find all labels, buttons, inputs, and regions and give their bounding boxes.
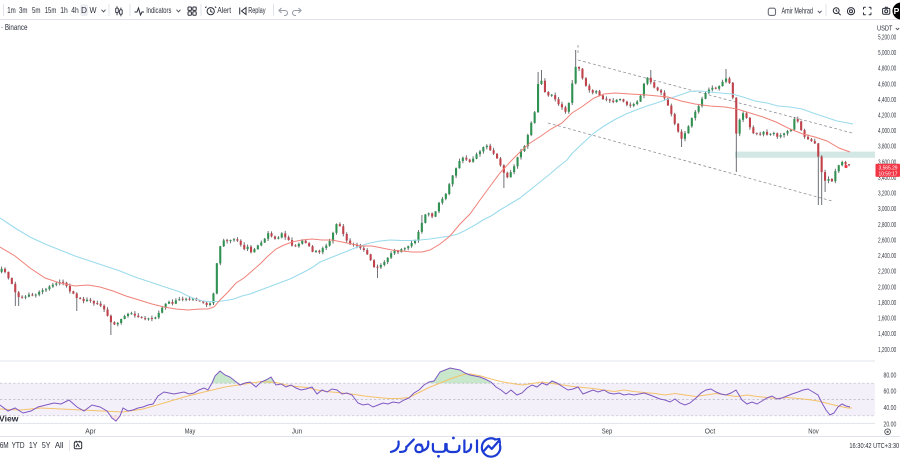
svg-text:View: View — [0, 414, 19, 424]
svg-text:3,200.00: 3,200.00 — [878, 191, 896, 198]
svg-text:Alert: Alert — [217, 5, 231, 15]
svg-text:All: All — [55, 441, 64, 450]
svg-text:40.00: 40.00 — [884, 405, 897, 412]
svg-text:2,600.00: 2,600.00 — [878, 238, 896, 245]
svg-text:5Y: 5Y — [42, 441, 51, 450]
svg-text:60.00: 60.00 — [884, 389, 897, 396]
svg-text:May: May — [185, 429, 196, 436]
svg-text:4,400.00: 4,400.00 — [878, 97, 896, 104]
svg-text:15m: 15m — [45, 5, 57, 15]
svg-text:Jun: Jun — [292, 429, 303, 436]
svg-text:4,200.00: 4,200.00 — [878, 113, 896, 120]
svg-text:Amir Mehrad: Amir Mehrad — [782, 5, 814, 15]
svg-text:1,600.00: 1,600.00 — [878, 316, 896, 323]
svg-text:1Y: 1Y — [29, 441, 38, 450]
svg-text:5m: 5m — [32, 5, 41, 15]
svg-text:2,800.00: 2,800.00 — [878, 222, 896, 229]
svg-text:YTD: YTD — [12, 441, 25, 450]
svg-text:5,200.00: 5,200.00 — [878, 34, 896, 41]
svg-text:2,400.00: 2,400.00 — [878, 253, 896, 260]
svg-text:3,000.00: 3,000.00 — [878, 206, 896, 213]
svg-text:16:30:42 UTC+3:30: 16:30:42 UTC+3:30 — [849, 442, 899, 450]
svg-text:1m: 1m — [7, 5, 16, 15]
svg-text:Nov: Nov — [808, 429, 819, 436]
svg-text:10:59:17: 10:59:17 — [879, 172, 898, 178]
svg-text:6M: 6M — [0, 441, 9, 450]
svg-text:4h: 4h — [71, 5, 79, 15]
svg-text:USDT: USDT — [877, 26, 893, 33]
svg-text:Oct: Oct — [705, 429, 716, 436]
svg-text:D: D — [81, 5, 87, 15]
svg-text:1,200.00: 1,200.00 — [878, 347, 896, 354]
svg-text:Sep: Sep — [602, 429, 613, 436]
svg-text:Apr: Apr — [85, 429, 96, 436]
svg-text:4,800.00: 4,800.00 — [878, 66, 896, 73]
svg-text:1,400.00: 1,400.00 — [878, 331, 896, 338]
svg-text:W: W — [90, 5, 97, 15]
svg-text:3,800.00: 3,800.00 — [878, 144, 896, 151]
svg-text:5,000.00: 5,000.00 — [878, 50, 896, 57]
svg-text:· Binance: · Binance — [1, 22, 28, 32]
svg-text:3,600.00: 3,600.00 — [878, 159, 896, 166]
svg-text:20.00: 20.00 — [884, 421, 897, 428]
svg-text:2,200.00: 2,200.00 — [878, 269, 896, 276]
svg-text:P: P — [894, 6, 900, 16]
svg-text:4,000.00: 4,000.00 — [878, 128, 896, 135]
svg-text:3,400.00: 3,400.00 — [878, 175, 896, 182]
svg-text:Replay: Replay — [248, 5, 266, 15]
svg-text:2,000.00: 2,000.00 — [878, 284, 896, 291]
svg-text:1h: 1h — [60, 5, 68, 15]
svg-text:4,600.00: 4,600.00 — [878, 81, 896, 88]
svg-text:1,800.00: 1,800.00 — [878, 300, 896, 307]
svg-text:3m: 3m — [19, 5, 28, 15]
svg-text:Indicators: Indicators — [146, 5, 171, 15]
svg-text:80.00: 80.00 — [884, 372, 897, 379]
svg-text:3,565.29: 3,565.29 — [879, 165, 898, 171]
